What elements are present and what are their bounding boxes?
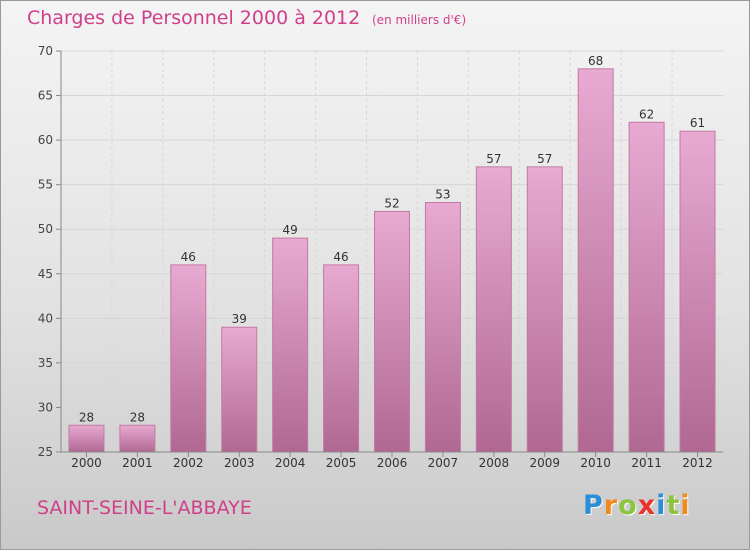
- y-tick-label: 45: [38, 267, 53, 281]
- bar-2005[interactable]: [323, 264, 360, 453]
- brand-letter: i: [680, 490, 691, 521]
- brand-letter: t: [666, 490, 681, 521]
- y-tick-label: 50: [38, 222, 53, 236]
- data-label: 61: [690, 116, 705, 130]
- bar-2004[interactable]: [272, 237, 309, 453]
- data-label: 53: [435, 187, 450, 201]
- y-tick-label: 40: [38, 311, 53, 325]
- x-tick-label: 2012: [682, 456, 713, 470]
- data-label: 52: [384, 196, 399, 210]
- bar-2009[interactable]: [526, 166, 563, 453]
- x-tick-label: 2010: [580, 456, 611, 470]
- x-tick-label: 2011: [631, 456, 662, 470]
- bar-2003[interactable]: [221, 326, 258, 453]
- x-tick-label: 2000: [71, 456, 102, 470]
- x-tick-label: 2009: [529, 456, 560, 470]
- bar-2010[interactable]: [577, 68, 614, 453]
- brand-letter: r: [603, 490, 619, 521]
- x-tick-label: 2007: [428, 456, 459, 470]
- y-tick-label: 60: [38, 133, 53, 147]
- y-tick-label: 65: [38, 89, 53, 103]
- x-tick-label: 2004: [275, 456, 306, 470]
- x-tick-label: 2006: [377, 456, 408, 470]
- bar-2002[interactable]: [170, 264, 207, 453]
- x-tick-label: 2005: [326, 456, 357, 470]
- brand-letter: P: [583, 490, 604, 521]
- y-tick-label: 70: [38, 44, 53, 58]
- data-label: 57: [537, 152, 552, 166]
- brand-letter: i: [656, 490, 667, 521]
- y-tick-label: 55: [38, 178, 53, 192]
- data-label: 46: [181, 250, 196, 264]
- chart-title: Charges de Personnel 2000 à 2012: [27, 7, 361, 29]
- bar-2012[interactable]: [679, 130, 716, 453]
- brand-letter: o: [618, 490, 638, 521]
- bar-2001[interactable]: [119, 424, 156, 453]
- data-label: 28: [130, 410, 145, 424]
- data-label: 46: [333, 250, 348, 264]
- bar-2000[interactable]: [68, 424, 105, 453]
- data-label: 57: [486, 152, 501, 166]
- bar-2008[interactable]: [475, 166, 512, 453]
- data-label: 28: [79, 410, 94, 424]
- y-tick-label: 25: [38, 445, 53, 459]
- x-tick-label: 2002: [173, 456, 204, 470]
- brand-letter: x: [637, 490, 657, 521]
- commune-name: SAINT-SEINE-L'ABBAYE: [37, 497, 252, 519]
- data-label: 68: [588, 54, 603, 68]
- x-tick-label: 2001: [122, 456, 153, 470]
- x-tick-label: 2008: [479, 456, 510, 470]
- x-tick-label: 2003: [224, 456, 255, 470]
- y-tick-label: 30: [38, 400, 53, 414]
- bar-2006[interactable]: [374, 210, 410, 453]
- data-label: 62: [639, 107, 654, 121]
- y-tick-label: 35: [38, 356, 53, 370]
- proxiti-logo[interactable]: Proxiti: [583, 490, 691, 521]
- data-label: 39: [232, 312, 247, 326]
- bar-2007[interactable]: [424, 201, 461, 453]
- chart-subtitle: (en milliers d'€): [372, 13, 467, 27]
- bar-2011[interactable]: [628, 121, 665, 453]
- data-label: 49: [283, 223, 298, 237]
